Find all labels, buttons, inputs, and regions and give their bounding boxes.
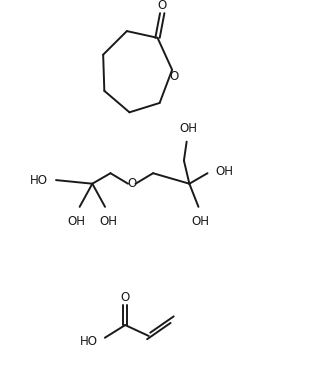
- Text: HO: HO: [80, 335, 98, 348]
- Text: OH: OH: [99, 215, 117, 228]
- Text: OH: OH: [215, 165, 233, 178]
- Text: O: O: [158, 0, 167, 12]
- Text: O: O: [169, 70, 179, 83]
- Text: OH: OH: [191, 215, 209, 228]
- Text: HO: HO: [30, 174, 48, 187]
- Text: OH: OH: [179, 122, 197, 135]
- Text: OH: OH: [68, 215, 85, 228]
- Text: O: O: [127, 177, 136, 190]
- Text: O: O: [121, 291, 130, 304]
